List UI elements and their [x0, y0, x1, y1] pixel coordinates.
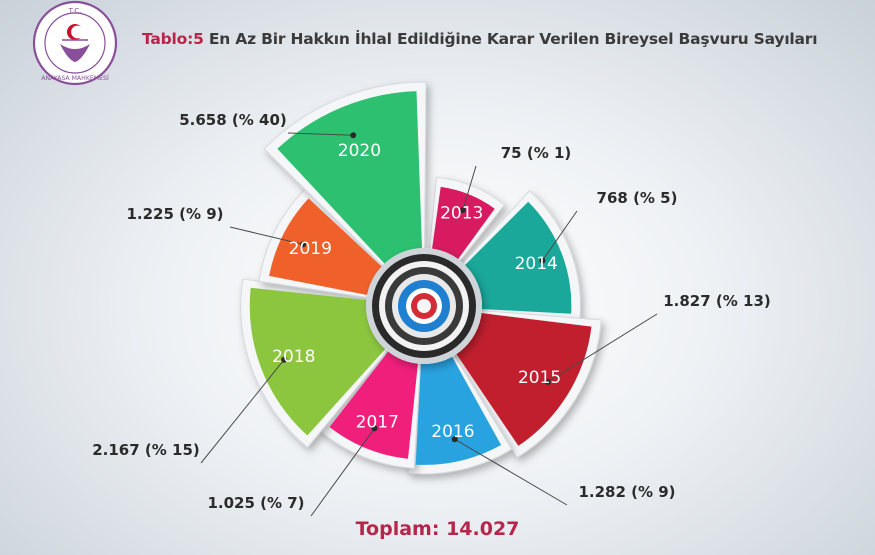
year-label-2019: 2019 — [289, 239, 332, 259]
slices — [249, 91, 592, 465]
year-label-2014: 2014 — [515, 254, 558, 274]
chart-title: Tablo:5 En Az Bir Hakkın İhlal Edildiğin… — [142, 30, 818, 48]
total-value: 14.027 — [446, 518, 520, 540]
value-label-2020: 5.658 (% 40) — [179, 111, 287, 129]
year-label-2018: 2018 — [272, 347, 315, 367]
title-prefix: Tablo:5 — [142, 30, 204, 48]
leader-dot-2018 — [281, 356, 288, 363]
leader-line-2019 — [229, 226, 304, 245]
leader-lines — [200, 132, 658, 517]
value-label-2015: 1.827 (% 13) — [663, 292, 771, 310]
target-ring-9 — [417, 299, 431, 313]
svg-text:ANAYASA MAHKEMESİ: ANAYASA MAHKEMESİ — [41, 73, 109, 82]
slice-2016 — [415, 341, 502, 465]
slice-2015 — [446, 310, 592, 446]
slice-2020 — [277, 91, 423, 277]
leader-dot-2019 — [300, 241, 307, 248]
slice-2014 — [452, 201, 572, 314]
year-label-2017: 2017 — [356, 413, 399, 433]
value-label-2018: 2.167 (% 15) — [92, 441, 200, 459]
value-label-2016: 1.282 (% 9) — [578, 483, 675, 501]
value-labels: 75 (% 1) 768 (% 5) 1.827 (% 13) 1.282 (% 9)… — [92, 111, 771, 512]
slice-2019 — [269, 198, 395, 299]
year-label-2015: 2015 — [518, 368, 561, 388]
leader-dot-2016 — [451, 436, 458, 443]
value-label-2013: 75 (% 1) — [501, 144, 572, 162]
leader-line-2013 — [462, 165, 477, 211]
leader-dot-2020 — [350, 132, 357, 139]
year-label-2020: 2020 — [338, 141, 381, 161]
svg-text:T.C.: T.C. — [68, 7, 82, 15]
leader-dot-2014 — [539, 257, 546, 264]
slice-2017 — [329, 337, 420, 459]
leader-dot-2017 — [371, 425, 378, 432]
leader-line-2014 — [541, 210, 578, 261]
leader-line-2016 — [454, 438, 568, 506]
total-label: Toplam: — [355, 518, 440, 540]
slice-2018 — [249, 287, 398, 436]
value-label-2017: 1.025 (% 7) — [207, 494, 304, 512]
year-label-2016: 2016 — [431, 422, 474, 442]
title-text: En Az Bir Hakkın İhlal Edildiğine Karar … — [203, 30, 818, 48]
target-center — [366, 248, 482, 364]
anayasa-mahkemesi-logo: T.C. ANAYASA MAHKEMESİ — [32, 0, 118, 86]
leader-line-2015 — [547, 313, 658, 383]
leader-line-2020 — [287, 132, 354, 136]
leader-dot-2013 — [459, 207, 466, 214]
value-label-2014: 768 (% 5) — [597, 189, 678, 207]
leader-line-2018 — [200, 359, 285, 464]
slice-2013 — [429, 186, 495, 274]
leader-line-2017 — [310, 428, 375, 517]
value-label-2019: 1.225 (% 9) — [126, 205, 223, 223]
leader-dot-2015 — [544, 378, 551, 385]
year-label-2013: 2013 — [440, 204, 483, 224]
total-line: Toplam: 14.027 — [0, 518, 875, 540]
year-labels: 2013 2014 2015 2016 2017 2018 2019 2020 — [272, 141, 561, 442]
